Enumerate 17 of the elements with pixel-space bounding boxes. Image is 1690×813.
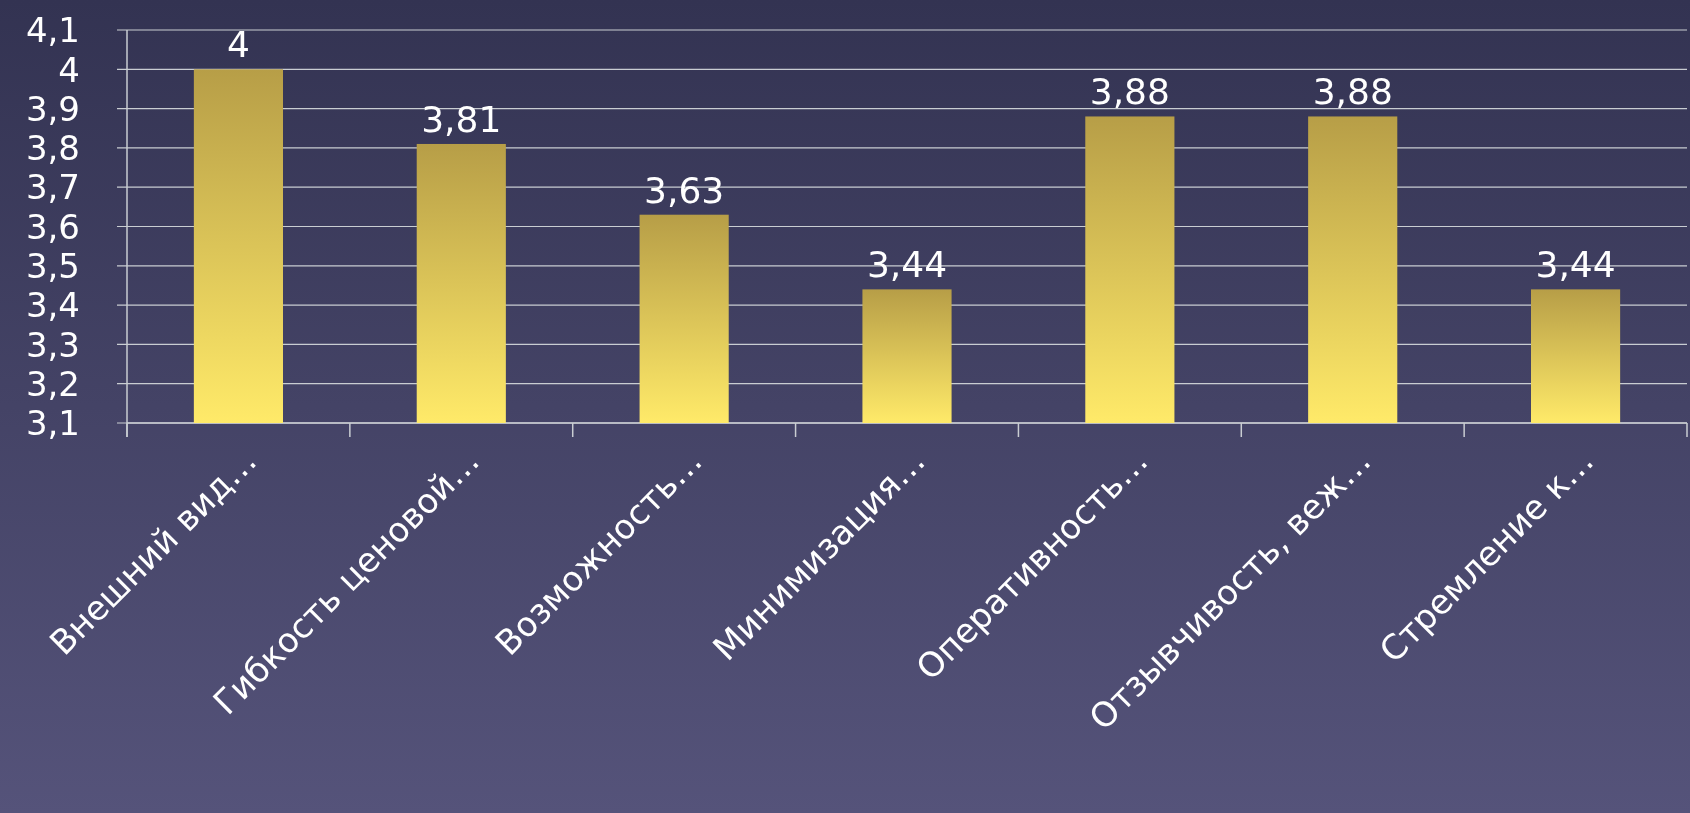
y-tick-label: 4: [58, 49, 80, 90]
data-label: 3,88: [1089, 71, 1170, 113]
y-tick-label: 3,6: [25, 206, 80, 247]
data-label: 3,88: [1312, 71, 1393, 113]
y-tick-label: 3,3: [25, 324, 80, 365]
y-tick-label: 3,7: [25, 167, 80, 208]
y-tick-label: 3,8: [25, 128, 80, 169]
data-label: 3,44: [866, 244, 948, 286]
data-label: 3,44: [1535, 244, 1616, 286]
y-tick-label: 3,2: [25, 363, 80, 404]
y-tick-label: 3,9: [25, 88, 80, 129]
y-tick-label: 3,1: [25, 403, 80, 444]
data-label: 3,81: [421, 98, 502, 140]
data-label: 4: [226, 24, 250, 66]
y-tick-label: 3,4: [25, 285, 80, 326]
y-tick-label: 4,1: [25, 10, 80, 51]
y-tick-label: 3,5: [25, 246, 80, 287]
